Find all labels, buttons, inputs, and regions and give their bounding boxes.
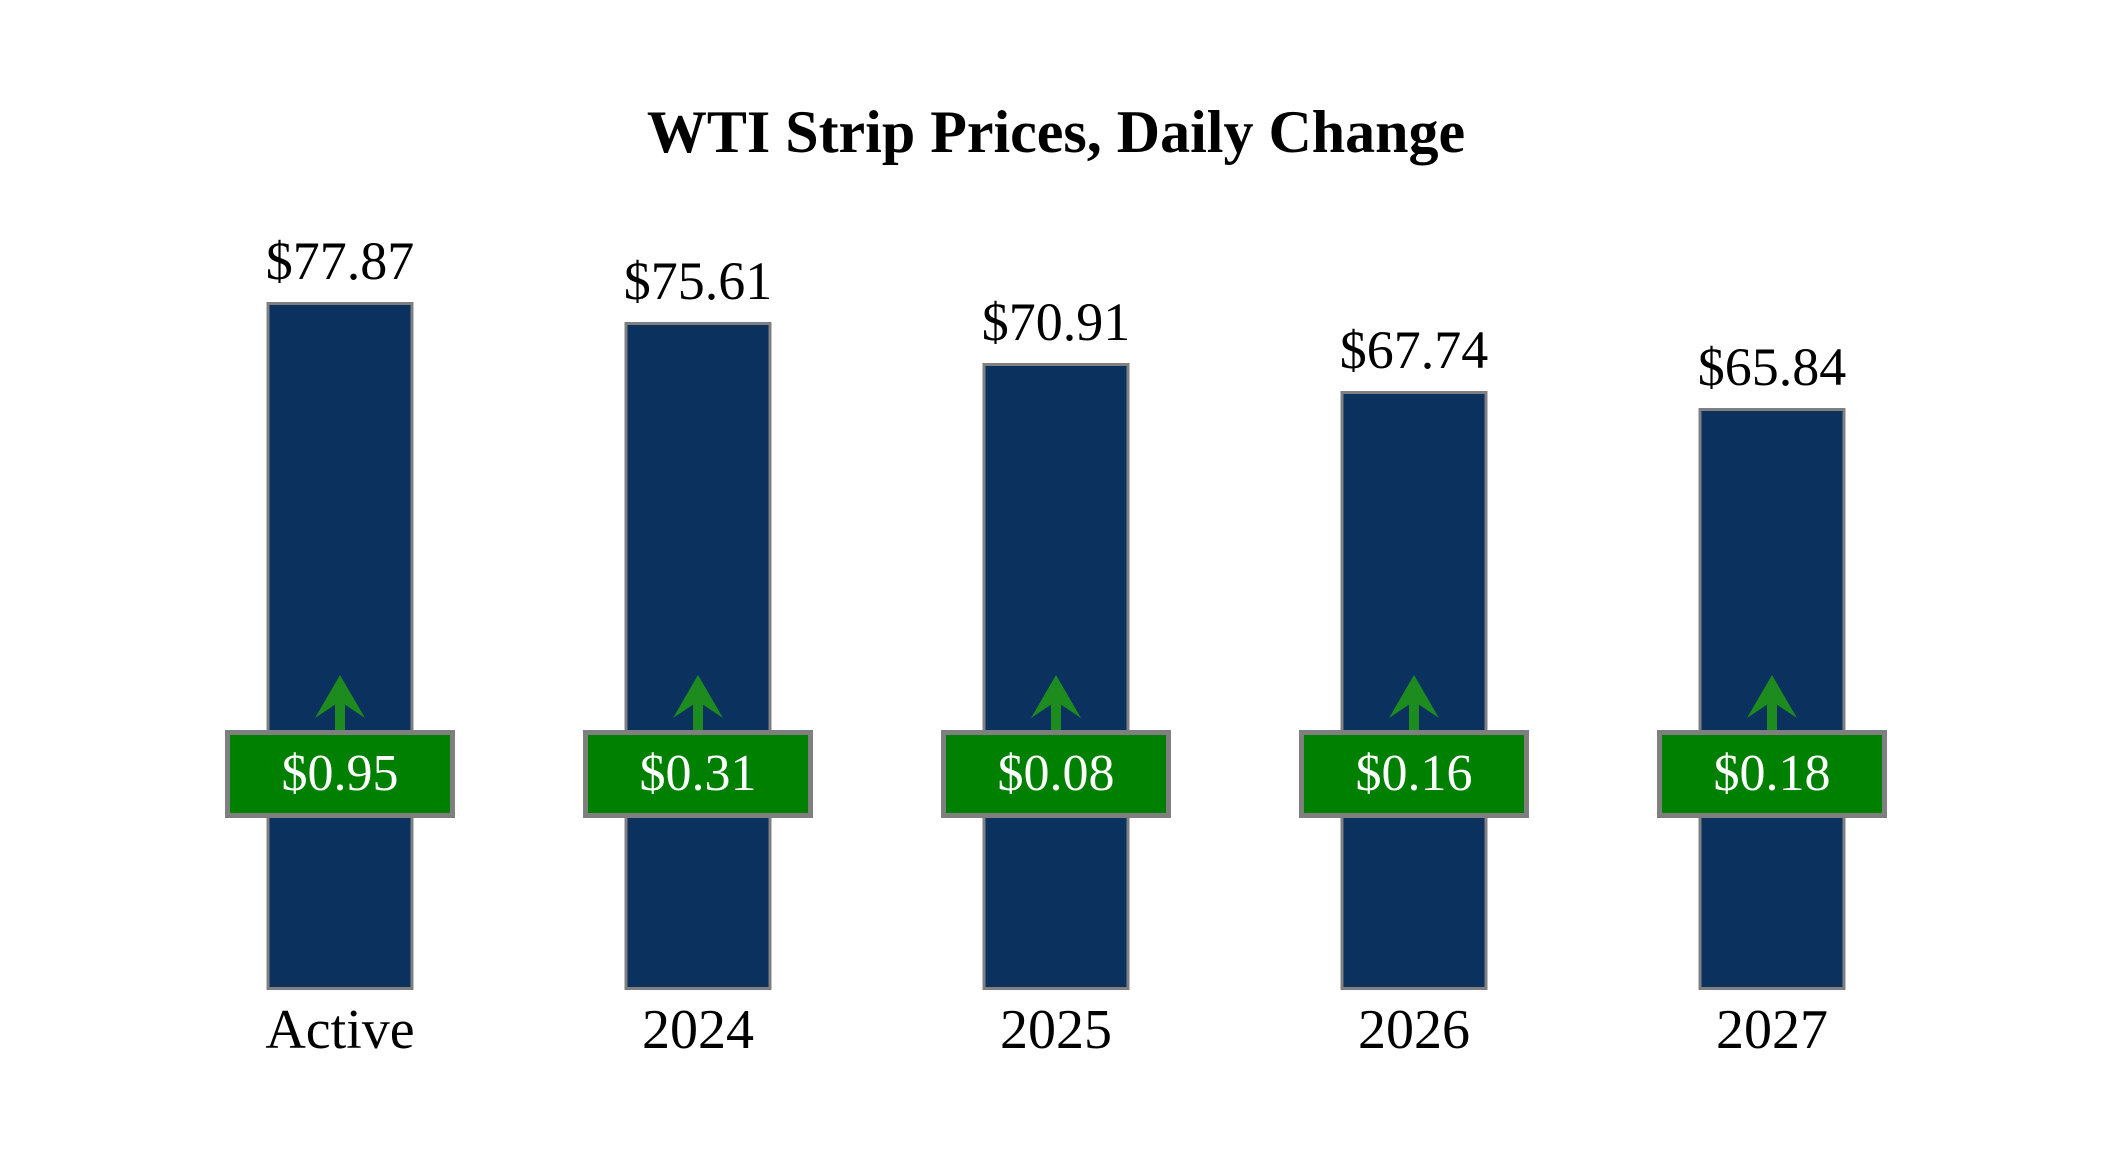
- category-label: Active: [265, 999, 415, 1061]
- category-label: 2026: [1358, 999, 1470, 1061]
- change-value: $0.31: [639, 745, 757, 802]
- bar-group: $77.87 $0.95 Active: [225, 0, 455, 1152]
- change-value: $0.16: [1355, 745, 1473, 802]
- bar-group: $70.91 $0.08 2025: [941, 0, 1171, 1152]
- bar-value-label: $65.84: [1697, 337, 1847, 397]
- bar-value-label: $75.61: [623, 251, 773, 311]
- bar-value-label: $70.91: [981, 292, 1131, 352]
- category-label: 2027: [1716, 999, 1828, 1061]
- change-badge: $0.95: [225, 730, 455, 818]
- change-badge: $0.31: [583, 730, 813, 818]
- category-label: 2024: [642, 999, 754, 1061]
- up-arrow-icon: [1031, 675, 1081, 733]
- up-arrow-icon: [1747, 675, 1797, 733]
- change-badge: $0.16: [1299, 730, 1529, 818]
- change-value: $0.08: [997, 745, 1115, 802]
- bar-group: $67.74 $0.16 2026: [1299, 0, 1529, 1152]
- change-badge: $0.08: [941, 730, 1171, 818]
- bar-value-label: $77.87: [265, 231, 415, 291]
- bar-value-label: $67.74: [1339, 320, 1489, 380]
- bar-group: $65.84 $0.18 2027: [1657, 0, 1887, 1152]
- change-value: $0.18: [1713, 745, 1831, 802]
- bar-group: $75.61 $0.31 2024: [583, 0, 813, 1152]
- change-badge: $0.18: [1657, 730, 1887, 818]
- bar: [266, 302, 414, 990]
- bar: [624, 322, 772, 990]
- up-arrow-icon: [315, 675, 365, 733]
- up-arrow-icon: [673, 675, 723, 733]
- category-label: 2025: [1000, 999, 1112, 1061]
- change-value: $0.95: [281, 745, 399, 802]
- chart-title: WTI Strip Prices, Daily Change: [646, 99, 1466, 165]
- up-arrow-icon: [1389, 675, 1439, 733]
